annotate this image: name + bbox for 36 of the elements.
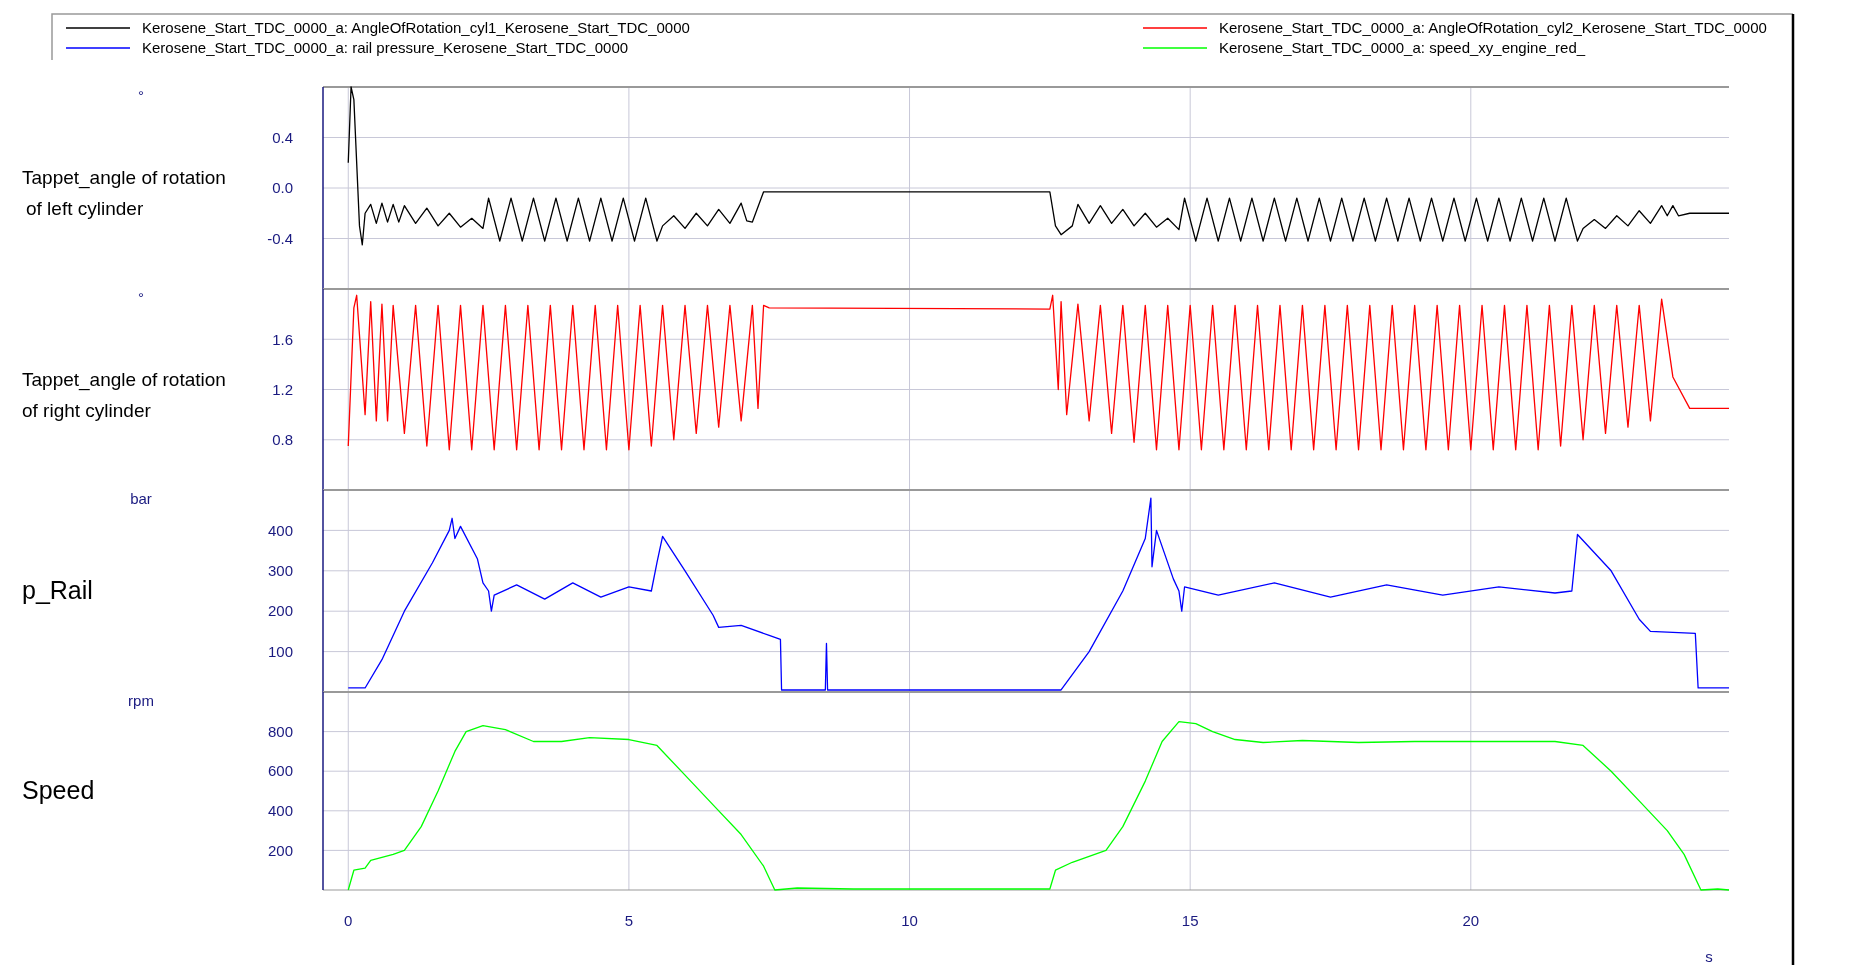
line-series <box>347 294 1730 451</box>
legend-label: Kerosene_Start_TDC_0000_a: speed_xy_engine_red_ <box>1219 39 1586 57</box>
x-tick-label: 0 <box>344 912 353 929</box>
y-tick-label: 400 <box>267 802 293 820</box>
y-tick-label: 200 <box>267 841 293 859</box>
y-tick-label: 400 <box>267 521 293 539</box>
x-axis-title: s <box>1705 948 1713 965</box>
y-tick-label: 600 <box>267 762 293 780</box>
y-axis-title: Speed <box>22 776 95 804</box>
x-tick-label: 15 <box>1181 912 1199 929</box>
text: rpm <box>128 692 154 709</box>
legend-label: Kerosene_Start_TDC_0000_a: AngleOfRotation_cyl1_Kerosene_Start_TDC_0000 <box>142 19 690 37</box>
line-series <box>347 721 1730 891</box>
y-tick-label: 800 <box>267 722 293 740</box>
y-tick-label: 100 <box>267 642 293 660</box>
text: ° <box>138 289 144 306</box>
y-tick-label: 200 <box>267 602 293 620</box>
legend-label: Kerosene_Start_TDC_0000_a: rail pressure_Kerosene_Start_TDC_0000 <box>142 39 629 57</box>
x-tick-label: 10 <box>901 912 918 929</box>
text: ° <box>138 87 144 104</box>
legend-label: Kerosene_Start_TDC_0000_a: AngleOfRotation_cyl2_Kerosene_Start_TDC_0000 <box>1219 19 1767 37</box>
line-series <box>347 497 1730 691</box>
x-tick-label: 5 <box>624 912 634 929</box>
y-tick-label: 0.0 <box>272 179 293 197</box>
y-tick-label: -0.4 <box>267 229 293 247</box>
line-series <box>347 86 1730 246</box>
y-tick-label: 0.4 <box>272 128 293 146</box>
y-tick-label: 300 <box>267 562 293 580</box>
text: bar <box>130 490 152 507</box>
y-tick-label: 0.8 <box>272 431 293 448</box>
y-tick-label: 1.6 <box>272 330 293 348</box>
y-axis-title: Tappet_angle of rotation of left cylinder <box>22 167 226 219</box>
y-tick-label: 1.2 <box>272 380 293 398</box>
y-axis-title: Tappet_angle of rotation of right cylinder <box>22 368 226 421</box>
y-axis-title: p_Rail <box>22 576 93 604</box>
x-tick-label: 20 <box>1462 912 1480 929</box>
